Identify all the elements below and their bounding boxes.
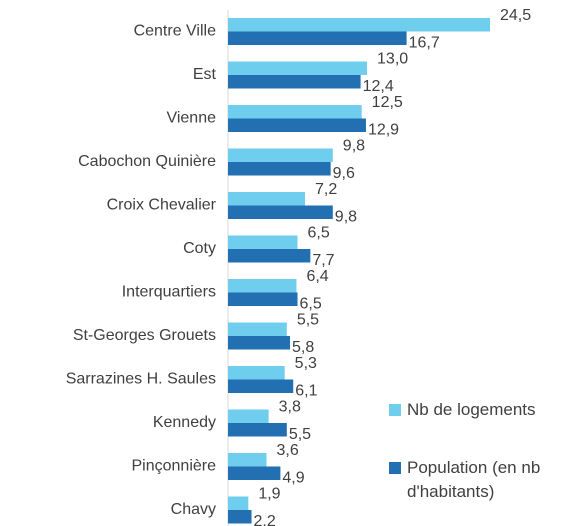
data-label: 6,5	[300, 296, 322, 313]
bar	[228, 162, 331, 176]
bar	[228, 61, 368, 75]
data-label: 3,8	[279, 399, 301, 416]
bar	[228, 379, 294, 393]
category-label: Vienne	[166, 110, 216, 127]
data-label: 12,5	[372, 94, 403, 111]
category-label: Kennedy	[153, 414, 216, 431]
category-label: Pinçonnière	[132, 458, 217, 475]
data-label: 12,4	[363, 78, 394, 95]
data-label: 9,8	[343, 138, 365, 155]
legend-item: Population (en nb d'habitants)	[389, 456, 579, 504]
bar	[228, 453, 267, 467]
bar	[228, 205, 333, 219]
data-label: 7,2	[315, 181, 337, 198]
data-label: 13,0	[377, 51, 408, 68]
bar	[228, 466, 281, 480]
data-label: 3,6	[276, 442, 298, 459]
category-label: Sarrazines H. Saules	[66, 371, 216, 388]
category-label: Interquartiers	[122, 284, 216, 301]
bar	[228, 249, 311, 263]
category-label: Chavy	[171, 501, 216, 518]
data-label: 5,3	[295, 355, 317, 372]
category-label: Cabochon Quinière	[78, 153, 216, 170]
bar	[228, 292, 298, 306]
legend-item: Nb de logements	[389, 398, 579, 422]
category-label: Croix Chevalier	[107, 197, 217, 214]
bar	[228, 118, 366, 132]
data-label: 5,8	[292, 339, 314, 356]
category-label: Coty	[183, 240, 216, 257]
data-label: 6,1	[295, 383, 317, 400]
legend-label: Nb de logements	[407, 400, 536, 419]
data-label: 1,9	[258, 486, 280, 503]
legend-swatch	[389, 462, 401, 474]
bar	[228, 148, 333, 162]
data-label: 2,2	[254, 513, 276, 526]
data-label: 5,5	[297, 312, 319, 329]
bar	[228, 510, 252, 524]
bar	[228, 409, 269, 423]
data-label: 12,9	[368, 122, 399, 139]
legend-swatch	[389, 404, 401, 416]
data-label: 5,5	[289, 426, 311, 443]
data-label: 6,5	[308, 225, 330, 242]
data-label: 4,9	[282, 470, 304, 487]
data-label: 16,7	[409, 35, 440, 52]
bar	[228, 322, 287, 336]
data-label: 9,6	[333, 165, 355, 182]
bar	[228, 105, 362, 119]
bar	[228, 31, 407, 45]
category-label: Est	[193, 66, 217, 83]
category-label: St-Georges Grouets	[73, 327, 216, 344]
bar	[228, 366, 285, 380]
bar	[228, 336, 291, 350]
bar	[228, 18, 490, 32]
data-label: 9,8	[335, 209, 357, 226]
bar	[228, 192, 305, 206]
bar	[228, 235, 298, 249]
bar	[228, 279, 297, 293]
bar	[228, 496, 249, 510]
legend-label: Population (en nb d'habitants)	[407, 458, 541, 501]
data-label: 6,4	[306, 268, 328, 285]
category-label: Centre Ville	[134, 23, 217, 40]
bar	[228, 75, 361, 89]
data-label: 7,7	[312, 252, 334, 269]
bar	[228, 423, 287, 437]
data-label: 24,5	[500, 7, 531, 24]
